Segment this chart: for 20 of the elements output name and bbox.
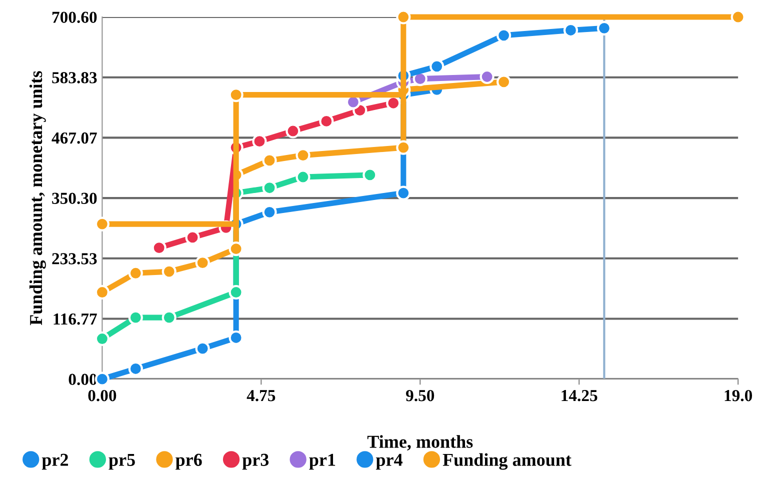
- x-tick-label: 0.00: [88, 390, 116, 402]
- y-tick-label: 116.77: [54, 313, 97, 325]
- legend-label: Funding amount: [442, 453, 572, 470]
- y-tick-label: 583.83: [52, 72, 97, 84]
- legend-label: pr3: [242, 454, 269, 470]
- legend-label: pr6: [176, 454, 202, 470]
- x-tick-label: 14.25: [562, 390, 598, 402]
- legend-label: pr5: [108, 454, 135, 470]
- legend-label: pr2: [42, 454, 68, 470]
- x-tick-label: 4.75: [246, 390, 276, 402]
- x-tick-label: 19.0: [724, 390, 752, 402]
- y-tick-label: 467.07: [52, 132, 97, 144]
- legend-label: pr1: [309, 454, 336, 470]
- x-axis-title: Time, months: [367, 435, 473, 450]
- x-tick-label: 9.50: [406, 390, 434, 402]
- y-tick-label: 233.53: [52, 253, 97, 264]
- y-tick-label: 700.60: [52, 12, 97, 24]
- y-tick-label: 350.30: [52, 192, 97, 204]
- legend-label: pr4: [376, 454, 402, 470]
- y-axis-title: Funding amount, monetary units: [29, 71, 46, 326]
